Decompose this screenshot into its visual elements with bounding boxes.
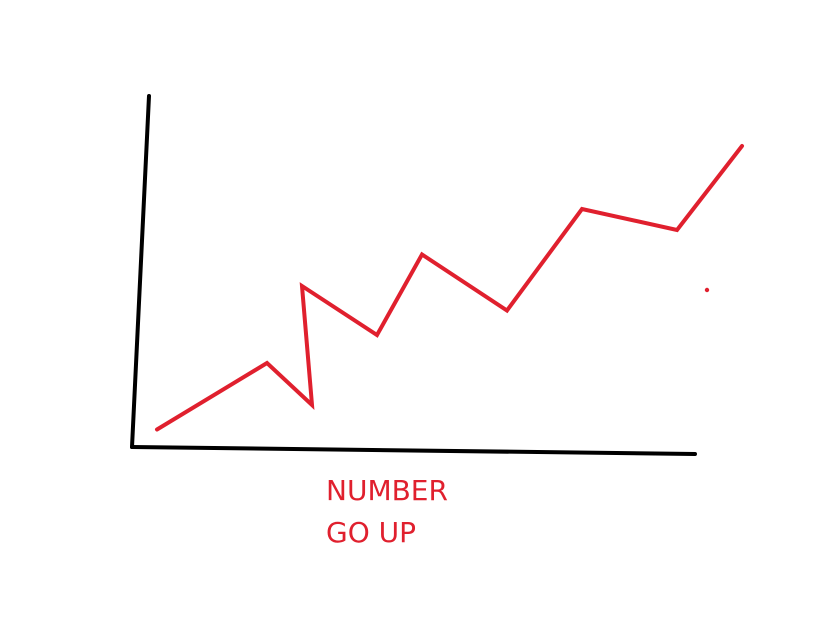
caption-line-1: NUMBER: [326, 474, 448, 507]
stray-dot: [704, 287, 710, 293]
chart-axes: [130, 94, 697, 456]
stray-marks: [704, 287, 710, 293]
caption-line-2: GO UP: [326, 516, 417, 549]
series-line: [155, 144, 744, 432]
series-layer: [155, 144, 744, 432]
y-axis: [130, 94, 151, 449]
x-axis: [130, 445, 697, 456]
